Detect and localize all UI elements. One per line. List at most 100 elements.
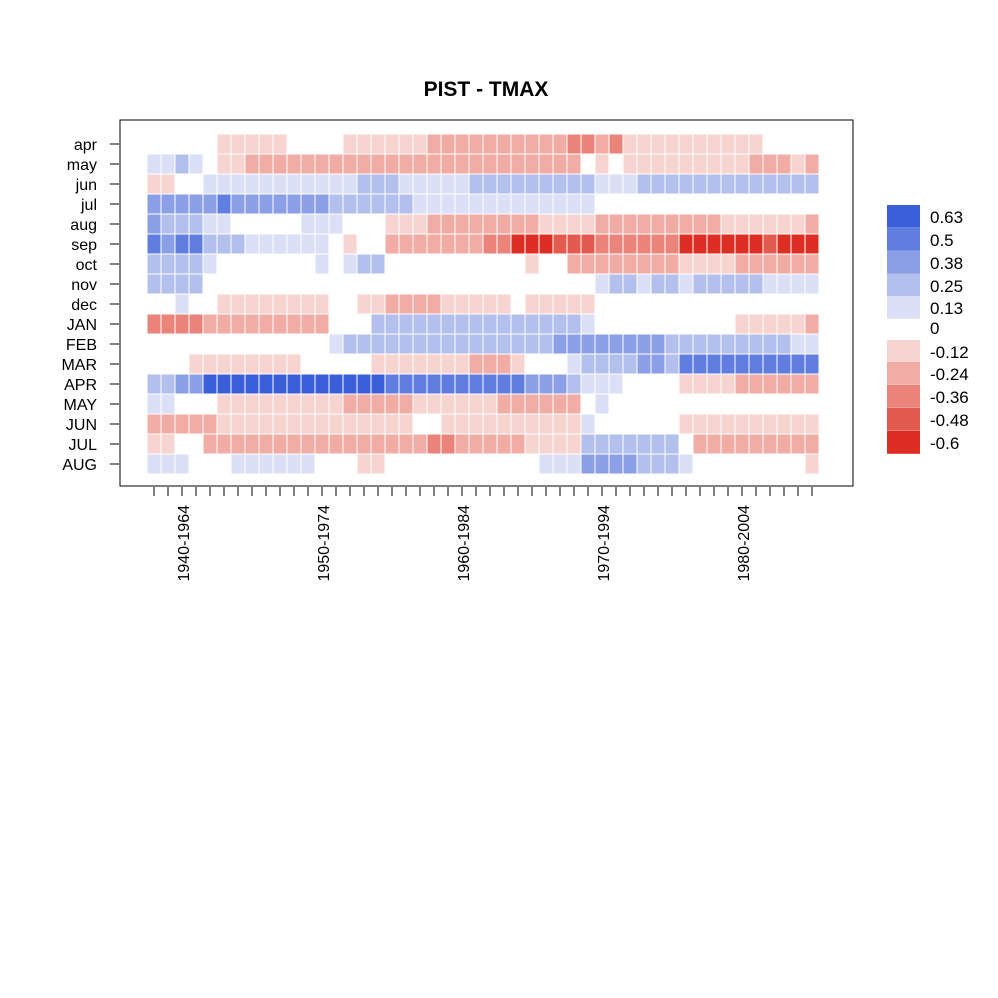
legend-swatch bbox=[887, 431, 920, 454]
heatmap-cell bbox=[762, 393, 778, 415]
heatmap-cell bbox=[580, 193, 596, 215]
heatmap-cell bbox=[300, 453, 316, 475]
plot-frame bbox=[119, 119, 854, 487]
heatmap-cell bbox=[454, 173, 470, 195]
y-tick-label: jul bbox=[80, 197, 97, 214]
heatmap-cell bbox=[538, 253, 554, 275]
heatmap-cell bbox=[664, 193, 680, 215]
heatmap-cell bbox=[328, 153, 344, 175]
heatmap-cell bbox=[174, 173, 190, 195]
heatmap-cell bbox=[188, 333, 204, 355]
heatmap-cell bbox=[216, 453, 232, 475]
heatmap-cell bbox=[286, 133, 302, 155]
heatmap-cell bbox=[776, 193, 792, 215]
heatmap-cell bbox=[286, 273, 302, 295]
heatmap-cell bbox=[454, 433, 470, 455]
heatmap-cell bbox=[650, 233, 666, 255]
heatmap-cell bbox=[804, 373, 820, 395]
heatmap-cell bbox=[692, 453, 708, 475]
heatmap-cell bbox=[202, 273, 218, 295]
heatmap-cell bbox=[440, 133, 456, 155]
heatmap-cell bbox=[580, 233, 596, 255]
heatmap-cell bbox=[678, 213, 694, 235]
heatmap-cell bbox=[552, 433, 568, 455]
heatmap-cell bbox=[468, 353, 484, 375]
heatmap-cell bbox=[566, 293, 582, 315]
heatmap-cell bbox=[552, 453, 568, 475]
heatmap-cell bbox=[454, 273, 470, 295]
heatmap-cell bbox=[636, 293, 652, 315]
heatmap-cell bbox=[370, 193, 386, 215]
heatmap-cell bbox=[384, 433, 400, 455]
heatmap-cell bbox=[468, 453, 484, 475]
heatmap-cell bbox=[426, 173, 442, 195]
heatmap-cell bbox=[622, 413, 638, 435]
heatmap-cell bbox=[580, 413, 596, 435]
heatmap-cell bbox=[538, 233, 554, 255]
heatmap-cell bbox=[720, 193, 736, 215]
heatmap-cell bbox=[174, 253, 190, 275]
heatmap-cell bbox=[762, 193, 778, 215]
heatmap-cell bbox=[496, 313, 512, 335]
heatmap-cell bbox=[300, 273, 316, 295]
heatmap-cell bbox=[734, 213, 750, 235]
heatmap-cell bbox=[272, 133, 288, 155]
heatmap-cell bbox=[412, 333, 428, 355]
heatmap-cell bbox=[202, 313, 218, 335]
heatmap-cell bbox=[398, 133, 414, 155]
heatmap-cell bbox=[748, 233, 764, 255]
heatmap-cell bbox=[720, 373, 736, 395]
heatmap-cell bbox=[622, 353, 638, 375]
heatmap-cell bbox=[426, 273, 442, 295]
heatmap-cell bbox=[678, 173, 694, 195]
heatmap-cell bbox=[776, 433, 792, 455]
heatmap-cell bbox=[398, 253, 414, 275]
heatmap-cell bbox=[258, 133, 274, 155]
heatmap-cell bbox=[328, 213, 344, 235]
heatmap-cell bbox=[258, 153, 274, 175]
heatmap-cell bbox=[650, 173, 666, 195]
heatmap-cell bbox=[300, 133, 316, 155]
heatmap-cell bbox=[482, 413, 498, 435]
heatmap-cell bbox=[356, 233, 372, 255]
heatmap-cell bbox=[370, 333, 386, 355]
heatmap-cell bbox=[608, 293, 624, 315]
heatmap-cell bbox=[146, 133, 162, 155]
heatmap-cell bbox=[188, 433, 204, 455]
heatmap-cell bbox=[356, 433, 372, 455]
heatmap-cell bbox=[510, 293, 526, 315]
heatmap-cell bbox=[384, 393, 400, 415]
heatmap-cell bbox=[272, 313, 288, 335]
heatmap-cell bbox=[622, 193, 638, 215]
y-tick-label: aug bbox=[70, 217, 97, 234]
heatmap-cell bbox=[538, 433, 554, 455]
heatmap-cell bbox=[608, 373, 624, 395]
heatmap-cell bbox=[188, 413, 204, 435]
heatmap-cell bbox=[482, 293, 498, 315]
heatmap-cell bbox=[734, 253, 750, 275]
heatmap-cell bbox=[230, 333, 246, 355]
heatmap-cell bbox=[762, 213, 778, 235]
heatmap-cell bbox=[440, 433, 456, 455]
heatmap-cell bbox=[272, 453, 288, 475]
heatmap-cell bbox=[342, 313, 358, 335]
heatmap-cell bbox=[160, 273, 176, 295]
heatmap-cell bbox=[468, 193, 484, 215]
heatmap-cell bbox=[804, 453, 820, 475]
heatmap-cell bbox=[622, 253, 638, 275]
heatmap-cell bbox=[762, 433, 778, 455]
x-axis: 1940-1964 1950-1974 1960-1984 1970-1994 1980… bbox=[153, 487, 813, 582]
heatmap-cell bbox=[790, 333, 806, 355]
heatmap-cell bbox=[426, 413, 442, 435]
heatmap-cell bbox=[664, 353, 680, 375]
heatmap-cell bbox=[482, 313, 498, 335]
heatmap-cell bbox=[524, 413, 540, 435]
heatmap-cell bbox=[510, 193, 526, 215]
heatmap-cell bbox=[146, 433, 162, 455]
heatmap-cell bbox=[230, 133, 246, 155]
heatmap-cell bbox=[566, 353, 582, 375]
heatmap-cell bbox=[454, 453, 470, 475]
heatmap-cell bbox=[286, 173, 302, 195]
heatmap-cell bbox=[762, 413, 778, 435]
heatmap-cell bbox=[706, 393, 722, 415]
